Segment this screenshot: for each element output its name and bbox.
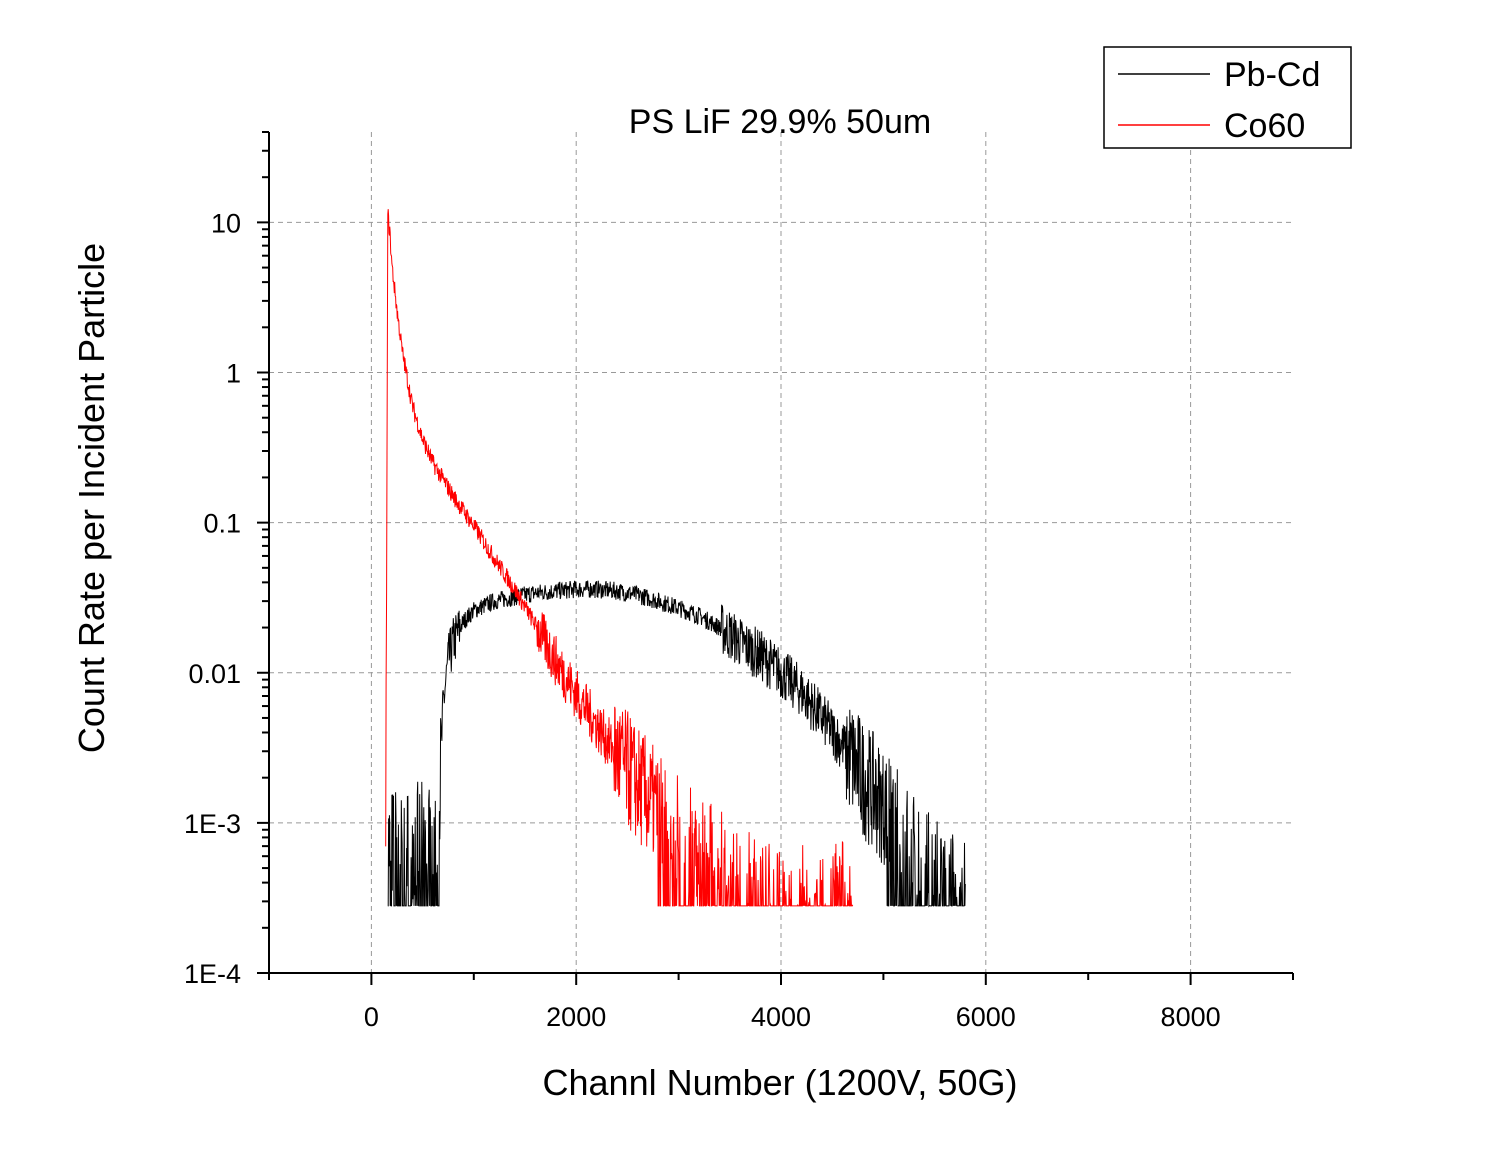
chart-title: PS LiF 29.9% 50um [629,103,931,141]
series-line-co60 [385,209,854,907]
y-tick-label: 1 [226,359,241,389]
legend-box [1103,46,1352,149]
y-axis-title: Count Rate per Incident Particle [71,243,112,753]
x-tick-label: 6000 [956,1002,1016,1032]
legend: Pb-Cd Co60 [1103,46,1352,149]
y-tick-label: 1E-4 [184,959,241,989]
tick-labels: 0 2000 4000 6000 8000 1E-4 1E-3 0.01 0.1 1 10 [184,208,1221,1032]
legend-label-co60: Co60 [1224,107,1305,145]
legend-label-pb-cd: Pb-Cd [1224,56,1320,94]
y-tick-label: 10 [211,208,241,238]
series-line-pb-cd [387,580,966,908]
x-tick-label: 0 [364,1002,379,1032]
y-tick-label: 1E-3 [184,809,241,839]
axes [257,131,1294,985]
x-tick-label: 2000 [546,1002,606,1032]
y-tick-label: 0.1 [203,509,241,539]
x-tick-label: 8000 [1161,1002,1221,1032]
x-tick-label: 4000 [751,1002,811,1032]
x-axis-title: Channl Number (1200V, 50G) [543,1062,1018,1103]
series-layer [385,209,966,908]
y-tick-label: 0.01 [188,659,241,689]
